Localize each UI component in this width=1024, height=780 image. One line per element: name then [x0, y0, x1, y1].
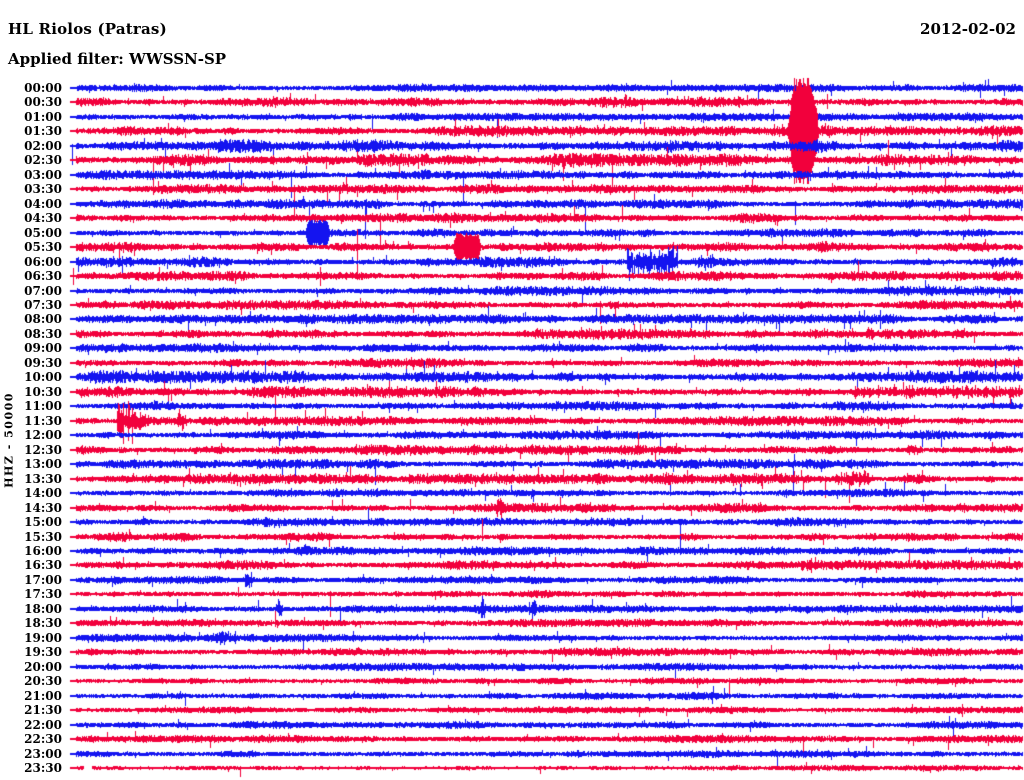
time-label: 22:00 — [24, 718, 62, 732]
time-label: 12:30 — [24, 443, 62, 457]
time-label: 18:30 — [24, 616, 62, 630]
time-label: 22:30 — [24, 732, 62, 746]
time-label: 07:30 — [24, 298, 62, 312]
time-label: 19:30 — [24, 645, 62, 659]
station-title: HL Riolos (Patras) — [8, 20, 167, 38]
time-label: 19:00 — [24, 631, 62, 645]
time-label: 06:30 — [24, 269, 62, 283]
time-label: 17:00 — [24, 573, 62, 587]
time-label: 14:00 — [24, 486, 62, 500]
time-label: 07:00 — [24, 284, 62, 298]
time-label: 13:30 — [24, 472, 62, 486]
time-label: 17:30 — [24, 587, 62, 601]
time-label: 08:00 — [24, 312, 62, 326]
time-label: 23:00 — [24, 747, 62, 761]
time-label: 11:00 — [24, 399, 62, 413]
time-label: 13:00 — [24, 457, 62, 471]
time-label: 10:30 — [24, 385, 62, 399]
time-label: 14:30 — [24, 501, 62, 515]
time-label: 00:00 — [24, 81, 62, 95]
time-label: 01:30 — [24, 124, 62, 138]
time-label: 03:30 — [24, 182, 62, 196]
time-label: 21:00 — [24, 689, 62, 703]
time-label: 12:00 — [24, 428, 62, 442]
time-label: 09:00 — [24, 341, 62, 355]
filter-label: Applied filter: WWSSN-SP — [8, 50, 227, 68]
time-label: 23:30 — [24, 761, 62, 775]
time-label: 16:00 — [24, 544, 62, 558]
time-label: 03:00 — [24, 168, 62, 182]
time-label: 11:30 — [24, 414, 62, 428]
time-label: 05:30 — [24, 240, 62, 254]
time-label: 20:30 — [24, 674, 62, 688]
time-label: 21:30 — [24, 703, 62, 717]
time-label: 16:30 — [24, 558, 62, 572]
time-label: 15:30 — [24, 530, 62, 544]
time-label: 02:30 — [24, 153, 62, 167]
time-label: 08:30 — [24, 327, 62, 341]
time-label: 02:00 — [24, 139, 62, 153]
time-label: 05:00 — [24, 226, 62, 240]
time-label: 00:30 — [24, 95, 62, 109]
time-label: 04:00 — [24, 197, 62, 211]
date-label: 2012-02-02 — [920, 20, 1016, 38]
time-label: 20:00 — [24, 660, 62, 674]
time-label: 18:00 — [24, 602, 62, 616]
time-label: 09:30 — [24, 356, 62, 370]
time-label: 01:00 — [24, 110, 62, 124]
time-label: 04:30 — [24, 211, 62, 225]
time-label: 06:00 — [24, 255, 62, 269]
time-label: 15:00 — [24, 515, 62, 529]
time-label: 10:00 — [24, 370, 62, 384]
